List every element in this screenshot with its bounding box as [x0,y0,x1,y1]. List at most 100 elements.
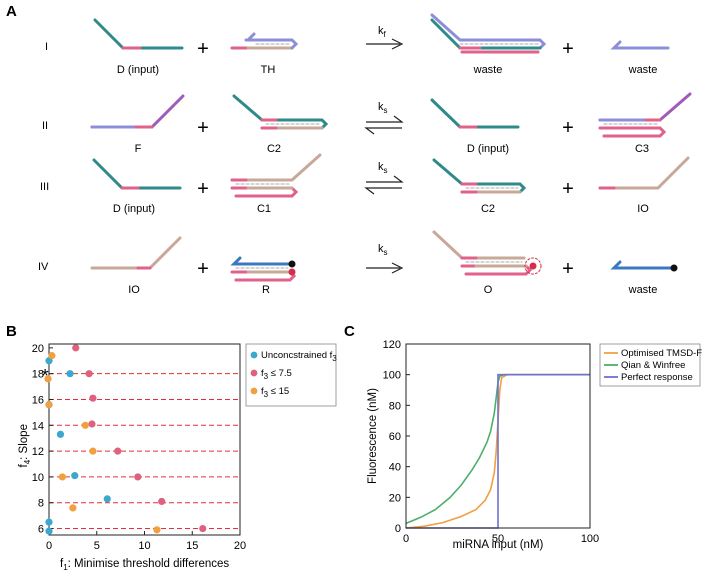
row-2-arrow [364,115,404,135]
row-3-mid-label: C1 [257,203,271,215]
chart-b-star-marker: * [42,366,49,386]
row-3-arrow [364,175,404,195]
chart-c-ytick-label: 40 [389,462,401,474]
row-4-roman: IV [38,261,49,273]
chart-b-legend [245,343,337,407]
row-3-strand-d-input [92,158,182,190]
row-4-rate: ks [378,243,388,257]
chart-b-point [58,473,66,481]
plus-2a: + [197,117,209,139]
row-4-arrow [366,262,404,274]
chart-b-xtick-label: 0 [46,540,52,552]
chart-c-ytick-label: 0 [395,523,401,535]
chart-c-xlabel: miRNA input (nM) [453,539,544,551]
chart-b-legend-swatch [250,351,258,359]
plus-3a: + [197,178,209,200]
plus-1b: + [562,38,574,60]
row-1-waste-th [610,40,670,50]
row-1-left-label: D (input) [117,64,159,76]
chart-c-legend-label: Perfect response [621,372,693,383]
row-4: IV IO + R ks O + [38,230,678,296]
chart-b-point [88,420,96,428]
chart-b-xtick-label: 20 [234,540,246,552]
row-3-strand-io [598,156,690,190]
chart-b-ytick-label: 20 [32,343,44,355]
row-1-mid-label: TH [261,64,276,76]
chart-b-point [45,527,53,535]
row-3-rate: ks [378,161,388,175]
chart-b-point [56,430,65,438]
row-1-roman: I [45,41,48,53]
chart-b-ytick-label: 16 [32,394,44,406]
chart-b-frame [48,343,241,536]
chart-b-xtick-label: 15 [186,540,198,552]
chart-b-point [89,394,97,402]
chart-b-point [85,370,93,378]
row-4-left-label: IO [128,284,140,296]
row-3-left-label: D (input) [113,203,155,215]
chart-b-legend-swatch [250,387,258,395]
plus-2b: + [562,117,574,139]
chart-c-legend-label: Qian & Winfree [621,360,685,371]
row-1: I D (input) + TH kf waste + [45,13,670,76]
row-1-waste-duplex [430,13,547,54]
panel-a-letter: A [6,3,17,20]
chart-b-point [44,375,52,383]
chart-b-point [71,472,79,480]
row-2-far-label: C3 [635,143,649,155]
row-2-mid-label: C2 [267,143,281,155]
chart-c-xtick-label: 100 [581,533,599,545]
chart-c-xtick-label: 0 [403,533,409,545]
row-4-complex-r [230,256,297,282]
row-2-roman: II [42,120,48,132]
chart-b-point [134,473,142,481]
chart-b-point [103,495,111,503]
row-4-strand-io [90,236,182,270]
chart-b-ytick-label: 10 [32,472,44,484]
row-3: III D (input) + C1 ks C2 + [40,153,690,215]
row-2-complex-c2 [232,94,329,130]
chart-c: 0 50 100 0 20 40 60 80 100 120 miRNA input (nM) Flu… [367,339,702,551]
chart-c-legend-label: Optimised TMSD-F [621,348,702,359]
chart-c-frame [405,343,591,529]
row-1-far-label: waste [628,64,658,76]
row-4-mid-label: R [262,284,270,296]
chart-c-series-line [405,373,590,525]
chart-b-point [153,526,161,534]
row-3-roman: III [40,181,49,193]
plus-4b: + [562,258,574,280]
chart-b-point [66,370,74,378]
row-4-far-label: waste [628,284,658,296]
panel-b-letter: B [6,323,17,340]
chart-c-ylabel: Fluorescence (nM) [367,388,379,484]
row-1-arrow [366,38,404,50]
chart-b-point [89,447,97,455]
row-2-strand-d-input [430,98,520,129]
chart-b-legend-label: Unconcstrained f3 [261,350,337,363]
chart-b-point [114,447,122,455]
row-3-right-label: C2 [481,203,495,215]
chart-b-xtick-label: 10 [138,540,150,552]
chart-b-ytick-label: 14 [32,420,44,432]
chart-b-legend-label: f3 ≤ 15 [261,386,289,399]
chart-c-ytick-label: 120 [383,339,401,351]
chart-c-ytick-label: 80 [389,400,401,412]
row-3-far-label: IO [637,203,649,215]
plus-4a: + [197,258,209,280]
chart-b-point [158,497,166,506]
chart-b-point [69,504,77,512]
plus-1a: + [197,38,209,60]
chart-b-ytick-label: 8 [38,498,44,510]
chart-c-ytick-label: 20 [389,492,401,504]
plus-3b: + [562,178,574,200]
row-3-complex-c1 [230,153,322,198]
chart-b-ytick-label: 12 [32,446,44,458]
row-2-complex-c3 [598,92,692,138]
chart-c-series-line [406,373,590,529]
chart-b-xlabel: f1: Minimise threshold differences [60,558,229,572]
chart-b-point [48,352,56,360]
chart-b-point [45,401,53,409]
chart-b: 0 5 10 15 20 6 8 10 12 14 16 18 20 f1: Minimise thres… [18,343,337,572]
chart-b-xtick-label: 5 [94,540,100,552]
